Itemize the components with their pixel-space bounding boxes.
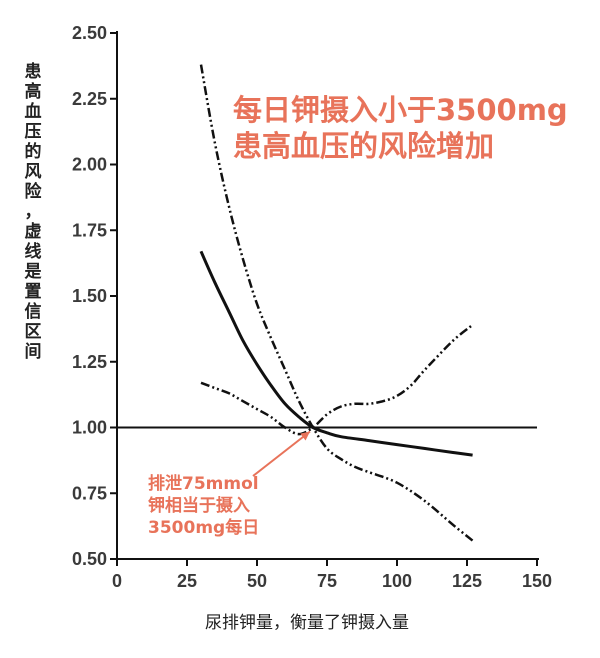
x-tick-label: 25 xyxy=(177,571,197,591)
y-axis-label-char: 压 xyxy=(24,122,42,142)
headline-line-2: 患高血压的风险增加 xyxy=(233,129,495,163)
y-axis-label-char: 置 xyxy=(24,282,42,302)
y-tick-label: 1.25 xyxy=(72,352,107,372)
y-axis-label-char: 区 xyxy=(24,322,42,342)
y-axis-label-char: 线 xyxy=(24,242,42,262)
y-axis-label-char: 虚 xyxy=(24,222,42,242)
y-axis-label-char: 血 xyxy=(24,102,42,122)
y-tick-label: 1.50 xyxy=(72,286,107,306)
y-axis-label-char: 风 xyxy=(24,162,42,182)
y-axis-label-char: 间 xyxy=(24,342,42,362)
x-tick-label: 0 xyxy=(112,571,122,591)
arrow-shaft xyxy=(252,430,311,477)
confidence-bound-2 xyxy=(200,323,474,436)
headline-annotation: 每日钾摄入小于3500mg 患高血压的风险增加 xyxy=(233,92,568,164)
y-axis-label-char: 患 xyxy=(24,62,42,82)
x-tick-label: 50 xyxy=(247,571,267,591)
point-annotation: 排泄75mmol 钾相当于摄入 3500mg每日 xyxy=(148,473,259,539)
confidence-bound-1 xyxy=(199,64,474,542)
y-axis-label: 患高血压的风险，虚线是置信区间 xyxy=(16,62,50,362)
y-tick-label: 2.50 xyxy=(72,23,107,43)
risk-curve xyxy=(199,250,473,457)
y-tick-label: 1.75 xyxy=(72,220,107,240)
y-axis-label-char: 险 xyxy=(24,182,42,202)
x-tick-label: 150 xyxy=(522,571,552,591)
y-tick-label: 2.00 xyxy=(72,155,107,175)
note-line-1: 排泄75mmol xyxy=(148,474,259,494)
y-axis-label-char: 的 xyxy=(24,142,42,162)
y-tick-label: 0.75 xyxy=(72,483,107,503)
axes: 0.50 0.75 1.00 1.25 1.50 1.75 2.00 2.25 2.50 0 25 5… xyxy=(72,23,552,591)
arrow-head xyxy=(300,431,310,441)
y-axis-label-char: ， xyxy=(24,202,42,222)
y-axis-label-char: 是 xyxy=(24,262,42,282)
x-tick-label: 100 xyxy=(382,571,412,591)
x-tick-label: 125 xyxy=(452,571,482,591)
x-axis-label: 尿排钾量，衡量了钾摄入量 xyxy=(205,613,409,633)
annotation-arrow xyxy=(252,430,311,477)
y-tick-label: 1.00 xyxy=(72,418,107,438)
note-line-3: 3500mg每日 xyxy=(148,518,260,538)
y-tick-label: 2.25 xyxy=(72,89,107,109)
note-line-2: 钾相当于摄入 xyxy=(148,496,250,516)
y-tick-label: 0.50 xyxy=(72,549,107,569)
series-layer xyxy=(199,64,474,542)
x-tick-label: 75 xyxy=(317,571,337,591)
headline-line-1: 每日钾摄入小于3500mg xyxy=(233,93,568,127)
y-axis-label-char: 高 xyxy=(24,82,42,102)
y-axis-label-char: 信 xyxy=(24,302,42,322)
